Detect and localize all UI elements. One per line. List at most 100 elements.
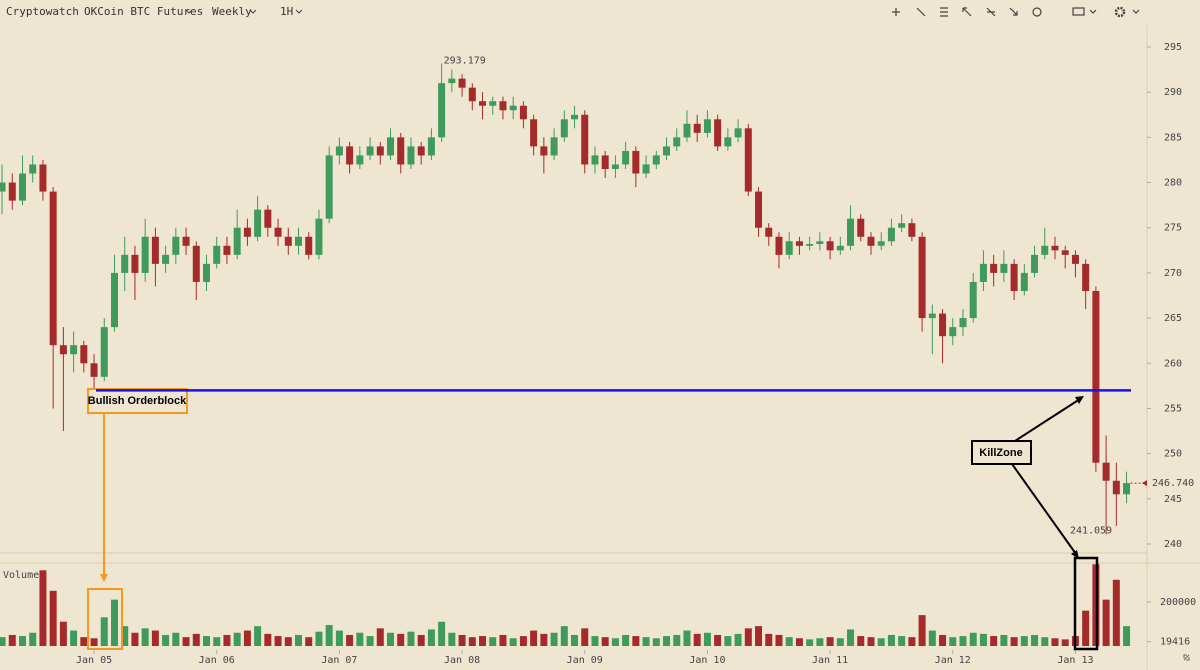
candle-body xyxy=(734,128,742,138)
last-price-label: 246.740 xyxy=(1152,478,1194,489)
interval-select[interactable]: 1H xyxy=(280,5,293,18)
volume-bar xyxy=(571,634,579,646)
arrow-head xyxy=(100,574,108,582)
candle-body xyxy=(366,146,374,156)
y-tick-label: 265 xyxy=(1164,313,1182,324)
resize-icon[interactable] xyxy=(1183,654,1190,661)
volume-bar xyxy=(438,621,446,646)
candle-body xyxy=(652,155,660,165)
x-tick-label: Jan 05 xyxy=(76,655,112,666)
volume-bar xyxy=(918,615,926,646)
candle-body xyxy=(499,101,507,111)
candle-body xyxy=(376,146,384,156)
y-tick-label: 255 xyxy=(1164,403,1182,414)
volume-bar xyxy=(959,636,967,646)
volume-bar xyxy=(70,630,78,646)
volume-bar xyxy=(898,636,906,646)
x-tick-label: Jan 08 xyxy=(444,655,480,666)
candle-body xyxy=(100,327,108,377)
volume-bar xyxy=(775,634,783,646)
candle-body xyxy=(836,245,844,251)
volume-bar xyxy=(151,630,159,646)
volume-bar xyxy=(540,633,548,646)
candle-body xyxy=(560,119,568,138)
volume-bar xyxy=(387,632,395,646)
volume-bar xyxy=(233,632,241,646)
y-tick-label: 270 xyxy=(1164,268,1182,279)
candle-body xyxy=(755,191,763,228)
chart-type[interactable] xyxy=(1072,7,1085,16)
circle-tool[interactable] xyxy=(1032,7,1042,17)
volume-bar xyxy=(366,636,374,646)
candle-body xyxy=(213,245,221,264)
candle-body xyxy=(775,236,783,255)
candle-body xyxy=(979,263,987,282)
volume-bar xyxy=(990,636,998,646)
settings[interactable] xyxy=(1114,6,1126,18)
volume-bar xyxy=(683,630,691,646)
line-tool[interactable] xyxy=(916,7,926,17)
candle-body xyxy=(417,146,425,156)
volume-bar xyxy=(836,638,844,646)
candle-body xyxy=(939,313,947,337)
y-tick-label: 250 xyxy=(1164,449,1182,460)
candle-body xyxy=(162,254,170,264)
volume-bar xyxy=(867,637,875,646)
volume-bar xyxy=(908,637,916,646)
candle-body xyxy=(611,164,619,169)
crosshair-tool[interactable] xyxy=(892,8,900,16)
candle-body xyxy=(49,191,57,346)
volume-bar xyxy=(59,621,67,646)
volume-bar xyxy=(1041,637,1049,646)
volume-bar xyxy=(162,634,170,646)
candle-body xyxy=(479,101,487,106)
volume-bar xyxy=(182,637,190,646)
volume-bar xyxy=(785,637,793,646)
volume-bar xyxy=(192,633,200,646)
candle-body xyxy=(233,227,241,255)
range-select[interactable]: Weekly xyxy=(212,5,252,18)
y-tick-label: 19416 xyxy=(1160,637,1190,648)
volume-bar xyxy=(795,638,803,646)
candle-body xyxy=(397,137,405,165)
annotation-arrow xyxy=(1011,463,1077,555)
candle-body xyxy=(632,150,640,174)
volume-bar xyxy=(346,634,354,646)
fib-tool[interactable] xyxy=(986,7,996,17)
candle-body xyxy=(29,164,37,174)
candle-body xyxy=(284,236,292,246)
volume-bar xyxy=(703,632,711,646)
volume-bar xyxy=(611,638,619,646)
ray-tool[interactable] xyxy=(962,7,972,17)
volume-bar xyxy=(1061,639,1069,646)
market-select[interactable]: OKCoin BTC Futures xyxy=(84,5,203,18)
candle-body xyxy=(826,241,834,251)
volume-bar xyxy=(765,633,773,646)
volume-bar xyxy=(1082,610,1090,646)
volume-bar xyxy=(652,638,660,646)
candle-body xyxy=(121,254,129,273)
volume-bar xyxy=(622,634,630,646)
candle-body xyxy=(295,236,303,246)
arrow-tool[interactable] xyxy=(1009,7,1018,16)
volume-bar xyxy=(693,633,701,646)
candle-body xyxy=(407,146,415,165)
volume-bar xyxy=(110,599,118,646)
volume-bar xyxy=(407,631,415,646)
volume-bar xyxy=(642,637,650,646)
candle-body xyxy=(346,146,354,165)
brand[interactable]: Cryptowatch xyxy=(6,5,79,18)
volume-bar xyxy=(468,637,476,646)
low-label: 241.059 xyxy=(1070,525,1112,536)
candle-body xyxy=(898,223,906,228)
candle-body xyxy=(203,263,211,282)
caret xyxy=(295,9,303,14)
hline-tool[interactable] xyxy=(940,7,948,17)
candle-body xyxy=(468,87,476,102)
volume-bar xyxy=(213,637,221,646)
candle-body xyxy=(141,236,149,273)
volume-bar xyxy=(1031,634,1039,646)
volume-bar xyxy=(663,636,671,646)
candle-body xyxy=(427,137,435,156)
